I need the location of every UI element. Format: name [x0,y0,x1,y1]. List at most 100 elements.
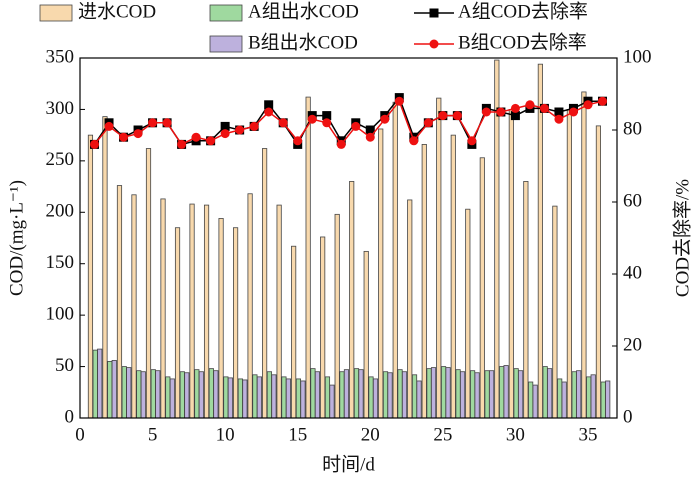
bar [266,371,272,419]
y2-tick-label: 80 [623,118,642,139]
bar [372,378,379,419]
bar [547,368,553,419]
bar [281,376,287,419]
bar [503,365,509,419]
bar [411,374,418,419]
bar [131,194,137,419]
bar [605,380,611,419]
bar [334,213,340,419]
bar [227,377,233,419]
bar [136,370,142,419]
bar [459,371,466,419]
bar [576,370,582,419]
marker [394,96,404,106]
marker [148,118,158,128]
bar [470,370,476,419]
marker [351,121,361,131]
x-tick-label: 35 [578,424,597,445]
bar [194,369,200,419]
legend-swatch [39,4,73,22]
bar [392,101,398,419]
bar [276,204,282,419]
y-tick-label: 50 [55,355,74,376]
bar [160,198,166,419]
marker [104,121,114,131]
bar [145,148,152,419]
bar [571,371,577,419]
bar [349,181,355,419]
bar [426,368,432,419]
bar [387,372,393,419]
bar [378,128,384,419]
bar [532,384,538,419]
marker [90,139,100,149]
bar [126,367,132,419]
x-tick-label: 0 [75,424,85,445]
bar [247,193,253,419]
marker [264,100,274,110]
marker [554,114,564,124]
bar [329,384,335,419]
x-tick-label: 15 [288,424,307,445]
marker [525,100,535,110]
marker [177,139,187,149]
legend-label: B组出水COD [248,31,358,53]
plot-frame [79,57,618,419]
bar [155,370,161,419]
marker [278,118,288,128]
bar [600,381,606,419]
bar [440,366,447,419]
marker [583,100,593,110]
bar [508,109,514,419]
y2-tick-label: 60 [623,190,642,211]
bar [121,366,127,419]
bar [102,116,108,419]
bar [223,376,229,419]
marker [220,121,230,131]
bar [218,218,224,419]
bar [489,370,495,419]
marker [220,129,230,139]
y-tick-label: 100 [46,304,75,325]
bar [363,250,369,419]
bar [324,376,331,419]
marker [423,118,433,128]
bar [430,367,437,419]
y-tick-label: 0 [65,406,75,427]
bar [537,63,543,419]
legend-label: 进水COD [78,0,156,22]
bar [407,199,413,419]
bar [479,157,485,419]
marker [264,107,274,117]
legend-marker [429,39,439,49]
marker [409,136,419,146]
marker [133,129,143,139]
marker [293,136,303,146]
bar [445,367,451,419]
marker [496,107,506,117]
marker [467,136,477,146]
bar [271,374,277,419]
marker [336,139,346,149]
marker [438,111,448,121]
y-tick-label: 200 [46,201,75,222]
bar [561,381,567,419]
marker [191,132,201,142]
marker [554,107,564,117]
bar [174,227,181,419]
bar [513,368,519,419]
bar [416,380,422,419]
bar [339,371,345,419]
marker [481,107,491,117]
x-tick-label: 20 [361,424,380,445]
bar [97,348,103,419]
bar [595,125,601,419]
legend-marker [429,8,439,18]
bar [566,109,572,419]
y2-tick-label: 20 [623,334,642,355]
bar [343,369,350,419]
marker [365,125,375,135]
legend-swatch [209,4,243,22]
bar [285,378,291,419]
